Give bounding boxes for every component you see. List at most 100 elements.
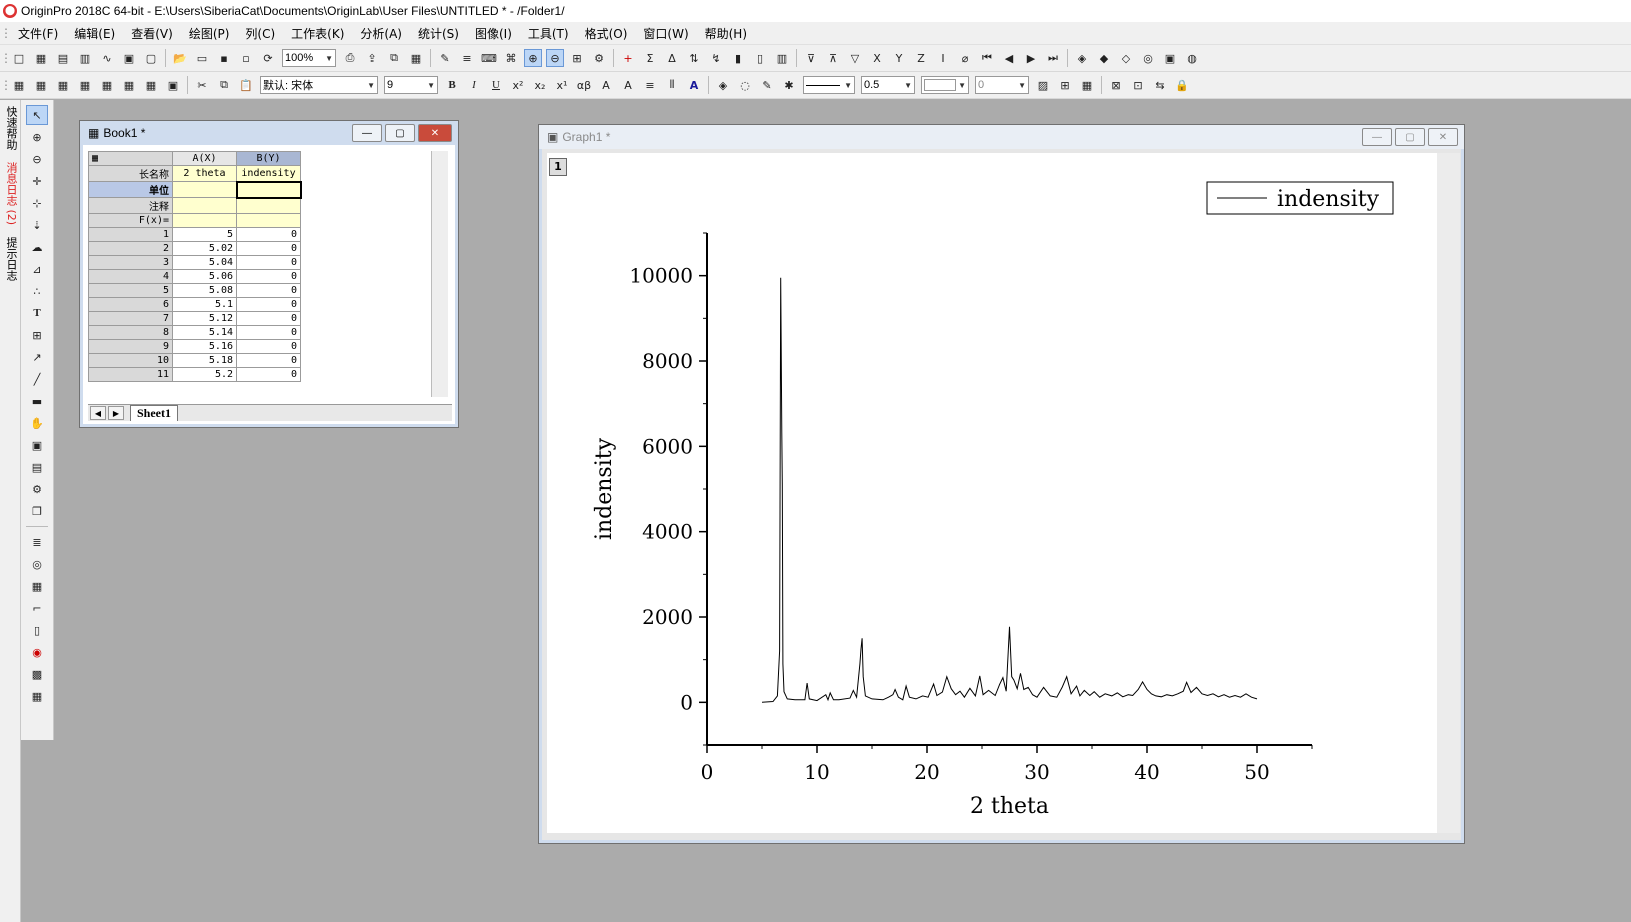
data-selector-icon[interactable]: ⇣ (32, 218, 42, 232)
bold-icon[interactable]: B (448, 79, 456, 91)
sheet-prev-arrow-icon[interactable]: ◀ (90, 406, 106, 420)
tool-a-icon[interactable]: ◈ (1077, 51, 1087, 65)
zoom-out-icon[interactable]: ⊖ (546, 49, 564, 67)
zoom-tool-icon[interactable]: ⊕ (32, 130, 42, 144)
long-name-b[interactable]: indensity (236, 165, 301, 182)
tool-c-icon[interactable]: ◇ (1121, 51, 1131, 65)
insert-object-icon[interactable]: ⚙ (32, 482, 42, 496)
stats-icon[interactable]: Δ (668, 51, 676, 65)
insert-graph-icon[interactable]: ▣ (31, 438, 43, 452)
cell-a[interactable]: 5.16 (172, 339, 237, 354)
graph-page[interactable]: 0 10 20 30 40 50 0 2000 4000 6000 8000 10000 2 thet… (547, 153, 1437, 833)
graph-scrollbar[interactable] (1434, 153, 1460, 833)
table-tool-icon[interactable]: ▦ (31, 579, 43, 593)
toolbar-grip[interactable]: ⋮ (0, 51, 12, 65)
row-number[interactable]: 10 (88, 353, 173, 368)
sheet-tab[interactable]: Sheet1 (130, 405, 178, 421)
refresh-icon[interactable]: ⟳ (263, 51, 273, 65)
cell-a[interactable]: 5.08 (172, 283, 237, 298)
command-window-icon[interactable]: ⌨ (481, 51, 497, 65)
row-number[interactable]: 9 (88, 339, 173, 354)
close-button[interactable]: ✕ (1428, 128, 1458, 146)
row-number[interactable]: 8 (88, 325, 173, 340)
menu-view[interactable]: 查看(V) (131, 26, 173, 41)
tab-hint-log[interactable]: 提示日志 (5, 237, 18, 282)
sheet-next-arrow-icon[interactable]: ▶ (108, 406, 124, 420)
symbol-icon[interactable]: ✱ (784, 78, 794, 92)
set-none-icon[interactable]: ⌀ (961, 51, 969, 65)
maximize-button[interactable]: ▢ (1395, 128, 1425, 146)
supsub-icon[interactable]: x¹ (556, 78, 568, 92)
corner-cell[interactable]: ▦ (88, 151, 173, 166)
graph-window[interactable]: ▣ Graph1 * — ▢ ✕ 0 10 20 30 40 50 0 2000 4000 600… (538, 124, 1465, 844)
menu-worksheet[interactable]: 工作表(K) (291, 26, 345, 41)
decrease-font-icon[interactable]: A (624, 78, 632, 92)
worksheet-tool-1-icon[interactable]: ▦ (13, 78, 25, 92)
y-axis-title[interactable]: indensity (592, 437, 617, 540)
fill-pattern-combo[interactable]: ▼ (921, 76, 969, 94)
worksheet-tool-3-icon[interactable]: ▦ (57, 78, 69, 92)
copy-page-icon[interactable]: ⧉ (390, 51, 398, 64)
set-error-icon[interactable]: I (941, 51, 945, 65)
next-icon[interactable]: ▶ (1026, 51, 1036, 65)
units-a[interactable] (172, 181, 237, 198)
cell-a[interactable]: 5.02 (172, 241, 237, 256)
columns-icon[interactable]: ⦀ (669, 78, 675, 91)
tool-e-icon[interactable]: ▣ (1164, 51, 1176, 65)
pointer-icon[interactable]: ↖ (26, 105, 48, 125)
row-label-units[interactable]: 单位 (88, 181, 173, 198)
menu-window[interactable]: 窗口(W) (643, 26, 689, 41)
line-width-combo[interactable]: 0.5 ▼ (861, 76, 915, 94)
minimize-button[interactable]: — (1362, 128, 1392, 146)
row-label-comments[interactable]: 注释 (88, 197, 173, 214)
annotation-icon[interactable]: ⊞ (32, 328, 42, 342)
tool-f-icon[interactable]: ◍ (1187, 51, 1197, 65)
menu-statistics[interactable]: 统计(S) (417, 26, 459, 41)
cell-b[interactable]: 0 (236, 367, 301, 382)
menu-edit[interactable]: 编辑(E) (74, 26, 116, 41)
x-axis-title[interactable]: 2 theta (970, 794, 1049, 819)
column-header-a[interactable]: A(X) (172, 151, 237, 166)
new-layout-icon[interactable]: ▣ (123, 51, 135, 65)
cell-b[interactable]: 0 (236, 339, 301, 354)
font-size-combo[interactable]: 9 ▼ (384, 76, 438, 94)
filter-icon[interactable]: ⊽ (806, 51, 816, 65)
subscript-icon[interactable]: x₂ (534, 78, 546, 92)
results-log-icon[interactable]: ≡ (462, 51, 472, 65)
save-project-icon[interactable]: ▪ (220, 51, 228, 65)
increase-font-icon[interactable]: A (602, 78, 610, 92)
clear-filter-icon[interactable]: ⊼ (828, 51, 838, 65)
sum-icon[interactable]: Σ (646, 51, 654, 65)
add-column-icon[interactable]: + (623, 51, 633, 65)
worksheet-tool-4-icon[interactable]: ▦ (79, 78, 91, 92)
menubar-grip[interactable]: ⋮ (0, 26, 12, 40)
column-chart-icon[interactable]: ▮ (734, 51, 742, 65)
cell-a[interactable]: 5.12 (172, 311, 237, 326)
sort-icon[interactable]: ⇅ (689, 51, 699, 65)
merge-icon[interactable]: ⊠ (1111, 78, 1121, 92)
fill-color-icon[interactable]: ◈ (718, 78, 728, 92)
table-icon[interactable]: ▦ (1081, 78, 1093, 92)
comments-b[interactable] (236, 197, 301, 214)
copy-icon[interactable]: ⧉ (220, 78, 228, 91)
new-project-icon[interactable]: □ (13, 51, 25, 65)
menu-image[interactable]: 图像(I) (474, 26, 512, 41)
graph-titlebar[interactable]: ▣ Graph1 * — ▢ ✕ (539, 125, 1464, 149)
toolbar-grip[interactable]: ⋮ (0, 78, 12, 92)
code-builder-icon[interactable]: ✎ (440, 51, 450, 65)
superscript-icon[interactable]: x² (512, 78, 524, 92)
row-number[interactable]: 3 (88, 255, 173, 270)
menu-format[interactable]: 格式(O) (584, 26, 628, 41)
cell-a[interactable]: 5.2 (172, 367, 237, 382)
menu-file[interactable]: 文件(F) (18, 26, 59, 41)
cut-icon[interactable]: ✂ (197, 78, 207, 92)
menu-plot[interactable]: 绘图(P) (188, 26, 230, 41)
export-icon[interactable]: ⇪ (367, 51, 377, 65)
worksheet-tool-6-icon[interactable]: ▦ (123, 78, 135, 92)
open-template-icon[interactable]: ▭ (196, 51, 208, 65)
row-number[interactable]: 2 (88, 241, 173, 256)
histogram-icon[interactable]: ▥ (776, 51, 788, 65)
arrow-tool-icon[interactable]: ↗ (32, 350, 42, 364)
text-tool-icon[interactable]: T (33, 307, 41, 319)
cell-a[interactable]: 5.06 (172, 269, 237, 284)
